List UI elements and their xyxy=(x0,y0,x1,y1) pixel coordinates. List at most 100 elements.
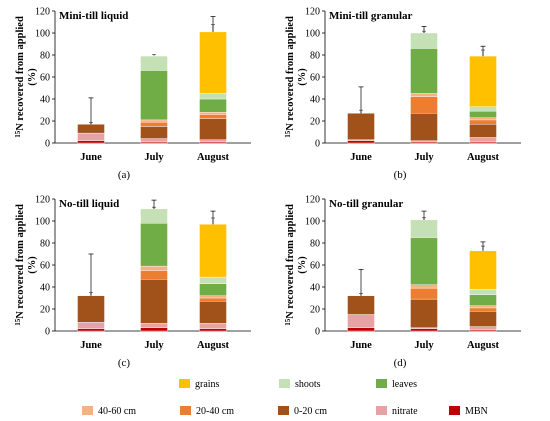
chart-panel-4: 0 20 40 60 80 100 120 15N recovered from applie… xyxy=(284,195,521,369)
chart-panel-2: 0 20 40 60 80 100 120 15N recovered from applie… xyxy=(284,7,521,181)
y-tick-label: 120 xyxy=(35,7,50,18)
bar-segment-mbn xyxy=(199,328,227,332)
y-axis-label: 15N recovered from applied xyxy=(14,16,26,138)
bar-segment-grains xyxy=(199,224,227,278)
bar-segment-shoots xyxy=(140,55,168,71)
legend-swatch xyxy=(82,406,93,415)
y-axis-label: 15N recovered from applied xyxy=(284,204,296,326)
bar-segment-40-60cm xyxy=(199,111,227,115)
y-tick-label: 20 xyxy=(310,117,320,128)
bar-segment-leaves xyxy=(199,98,227,113)
bar-segment-40-60cm xyxy=(410,93,438,97)
legend-swatch xyxy=(376,379,387,388)
bar-segment-0-20cm xyxy=(410,298,438,328)
y-tick-label: 60 xyxy=(310,73,320,84)
y-tick-label: 40 xyxy=(310,95,320,106)
category-label: July xyxy=(414,152,434,163)
category-label: July xyxy=(414,340,434,351)
y-tick-label: 20 xyxy=(310,305,320,316)
bar-segment-mbn xyxy=(77,328,105,332)
category-label: June xyxy=(350,152,372,163)
bar-segment-shoots xyxy=(410,32,438,49)
category-label: June xyxy=(80,340,102,351)
bar-segment-20-40cm xyxy=(140,270,168,280)
category-label: August xyxy=(467,340,500,351)
y-tick-label: 60 xyxy=(310,261,320,272)
bar-segment-0-20cm xyxy=(347,295,375,315)
y-tick-label: 40 xyxy=(310,283,320,294)
bar-segment-nitrate xyxy=(77,132,105,142)
legend-label: 0-20 cm xyxy=(294,406,327,417)
bar-segment-leaves xyxy=(140,70,168,121)
category-label: August xyxy=(197,340,230,351)
y-tick-label: 20 xyxy=(40,305,50,316)
bar-segment-40-60cm xyxy=(140,265,168,271)
bar-segment-mbn xyxy=(410,328,438,332)
bar-segment-0-20cm xyxy=(77,295,105,323)
panel-title: No-till granular xyxy=(329,198,403,210)
bar-segment-20-40cm xyxy=(469,307,497,312)
y-tick-label: 120 xyxy=(305,195,320,206)
bar-segment-20-40cm xyxy=(410,96,438,114)
legend-label: 40-60 cm xyxy=(98,406,136,417)
bar-segment-mbn xyxy=(140,327,168,332)
y-axis-label-unit: (%) xyxy=(27,256,38,274)
bar-segment-nitrate xyxy=(199,139,227,143)
y-axis-label-unit: (%) xyxy=(297,68,308,86)
bar-segment-grains xyxy=(469,55,497,107)
panel-title: Mini-till liquid xyxy=(59,10,128,22)
y-tick-label: 100 xyxy=(305,29,320,40)
category-label: June xyxy=(350,340,372,351)
legend-swatch xyxy=(180,406,191,415)
y-axis-label: 15N recovered from applied xyxy=(284,16,296,138)
category-label: June xyxy=(80,152,102,163)
panel-label: (c) xyxy=(118,357,131,369)
bar-segment-20-40cm xyxy=(199,114,227,120)
bar-segment-nitrate xyxy=(77,322,105,330)
bar-segment-0-20cm xyxy=(469,124,497,138)
bar-segment-0-20cm xyxy=(199,301,227,324)
bar-segment-0-20cm xyxy=(140,279,168,324)
bar-segment-nitrate xyxy=(140,138,168,143)
y-tick-label: 0 xyxy=(45,327,50,338)
y-tick-label: 60 xyxy=(40,73,50,84)
y-tick-label: 120 xyxy=(35,195,50,206)
y-axis-label-unit: (%) xyxy=(27,68,38,86)
bar-segment-20-40cm xyxy=(469,119,497,125)
panel-title: No-till liquid xyxy=(59,198,119,210)
bar-segment-0-20cm xyxy=(199,118,227,140)
y-tick-label: 20 xyxy=(40,117,50,128)
legend-label: shoots xyxy=(295,379,321,390)
y-axis-label: 15N recovered from applied xyxy=(14,204,26,326)
bar-segment-20-40cm xyxy=(140,121,168,127)
chart-panel-1: 0 20 40 60 80 100 120 15N recovered from applie… xyxy=(14,7,251,181)
bar-segment-20-40cm xyxy=(410,287,438,300)
y-axis-label-unit: (%) xyxy=(297,256,308,274)
legend-label: grains xyxy=(195,379,220,390)
legend-swatch xyxy=(179,379,190,388)
panel-label: (a) xyxy=(118,169,131,181)
bar-segment-40-60cm xyxy=(140,119,168,123)
bar-segment-mbn xyxy=(347,327,375,332)
bar-segment-leaves xyxy=(410,237,438,285)
y-tick-label: 80 xyxy=(310,239,320,250)
y-tick-label: 100 xyxy=(35,217,50,228)
bar-segment-shoots xyxy=(199,93,227,100)
legend-label: 20-40 cm xyxy=(196,406,234,417)
bar-segment-0-20cm xyxy=(77,124,105,134)
y-tick-label: 80 xyxy=(40,51,50,62)
bar-segment-nitrate xyxy=(199,323,227,329)
category-label: August xyxy=(467,152,500,163)
legend-swatch xyxy=(278,406,289,415)
bar-segment-0-20cm xyxy=(347,113,375,140)
bar-segment-40-60cm xyxy=(199,295,227,299)
bar-segment-40-60cm xyxy=(410,284,438,289)
y-tick-label: 80 xyxy=(40,239,50,250)
bar-segment-shoots xyxy=(469,106,497,112)
bar-segment-40-60cm xyxy=(469,117,497,121)
chart-panel-3: 0 20 40 60 80 100 120 15N recovered from applie… xyxy=(14,195,251,369)
y-tick-label: 0 xyxy=(315,327,320,338)
bar-segment-20-40cm xyxy=(199,297,227,302)
y-tick-label: 40 xyxy=(40,283,50,294)
